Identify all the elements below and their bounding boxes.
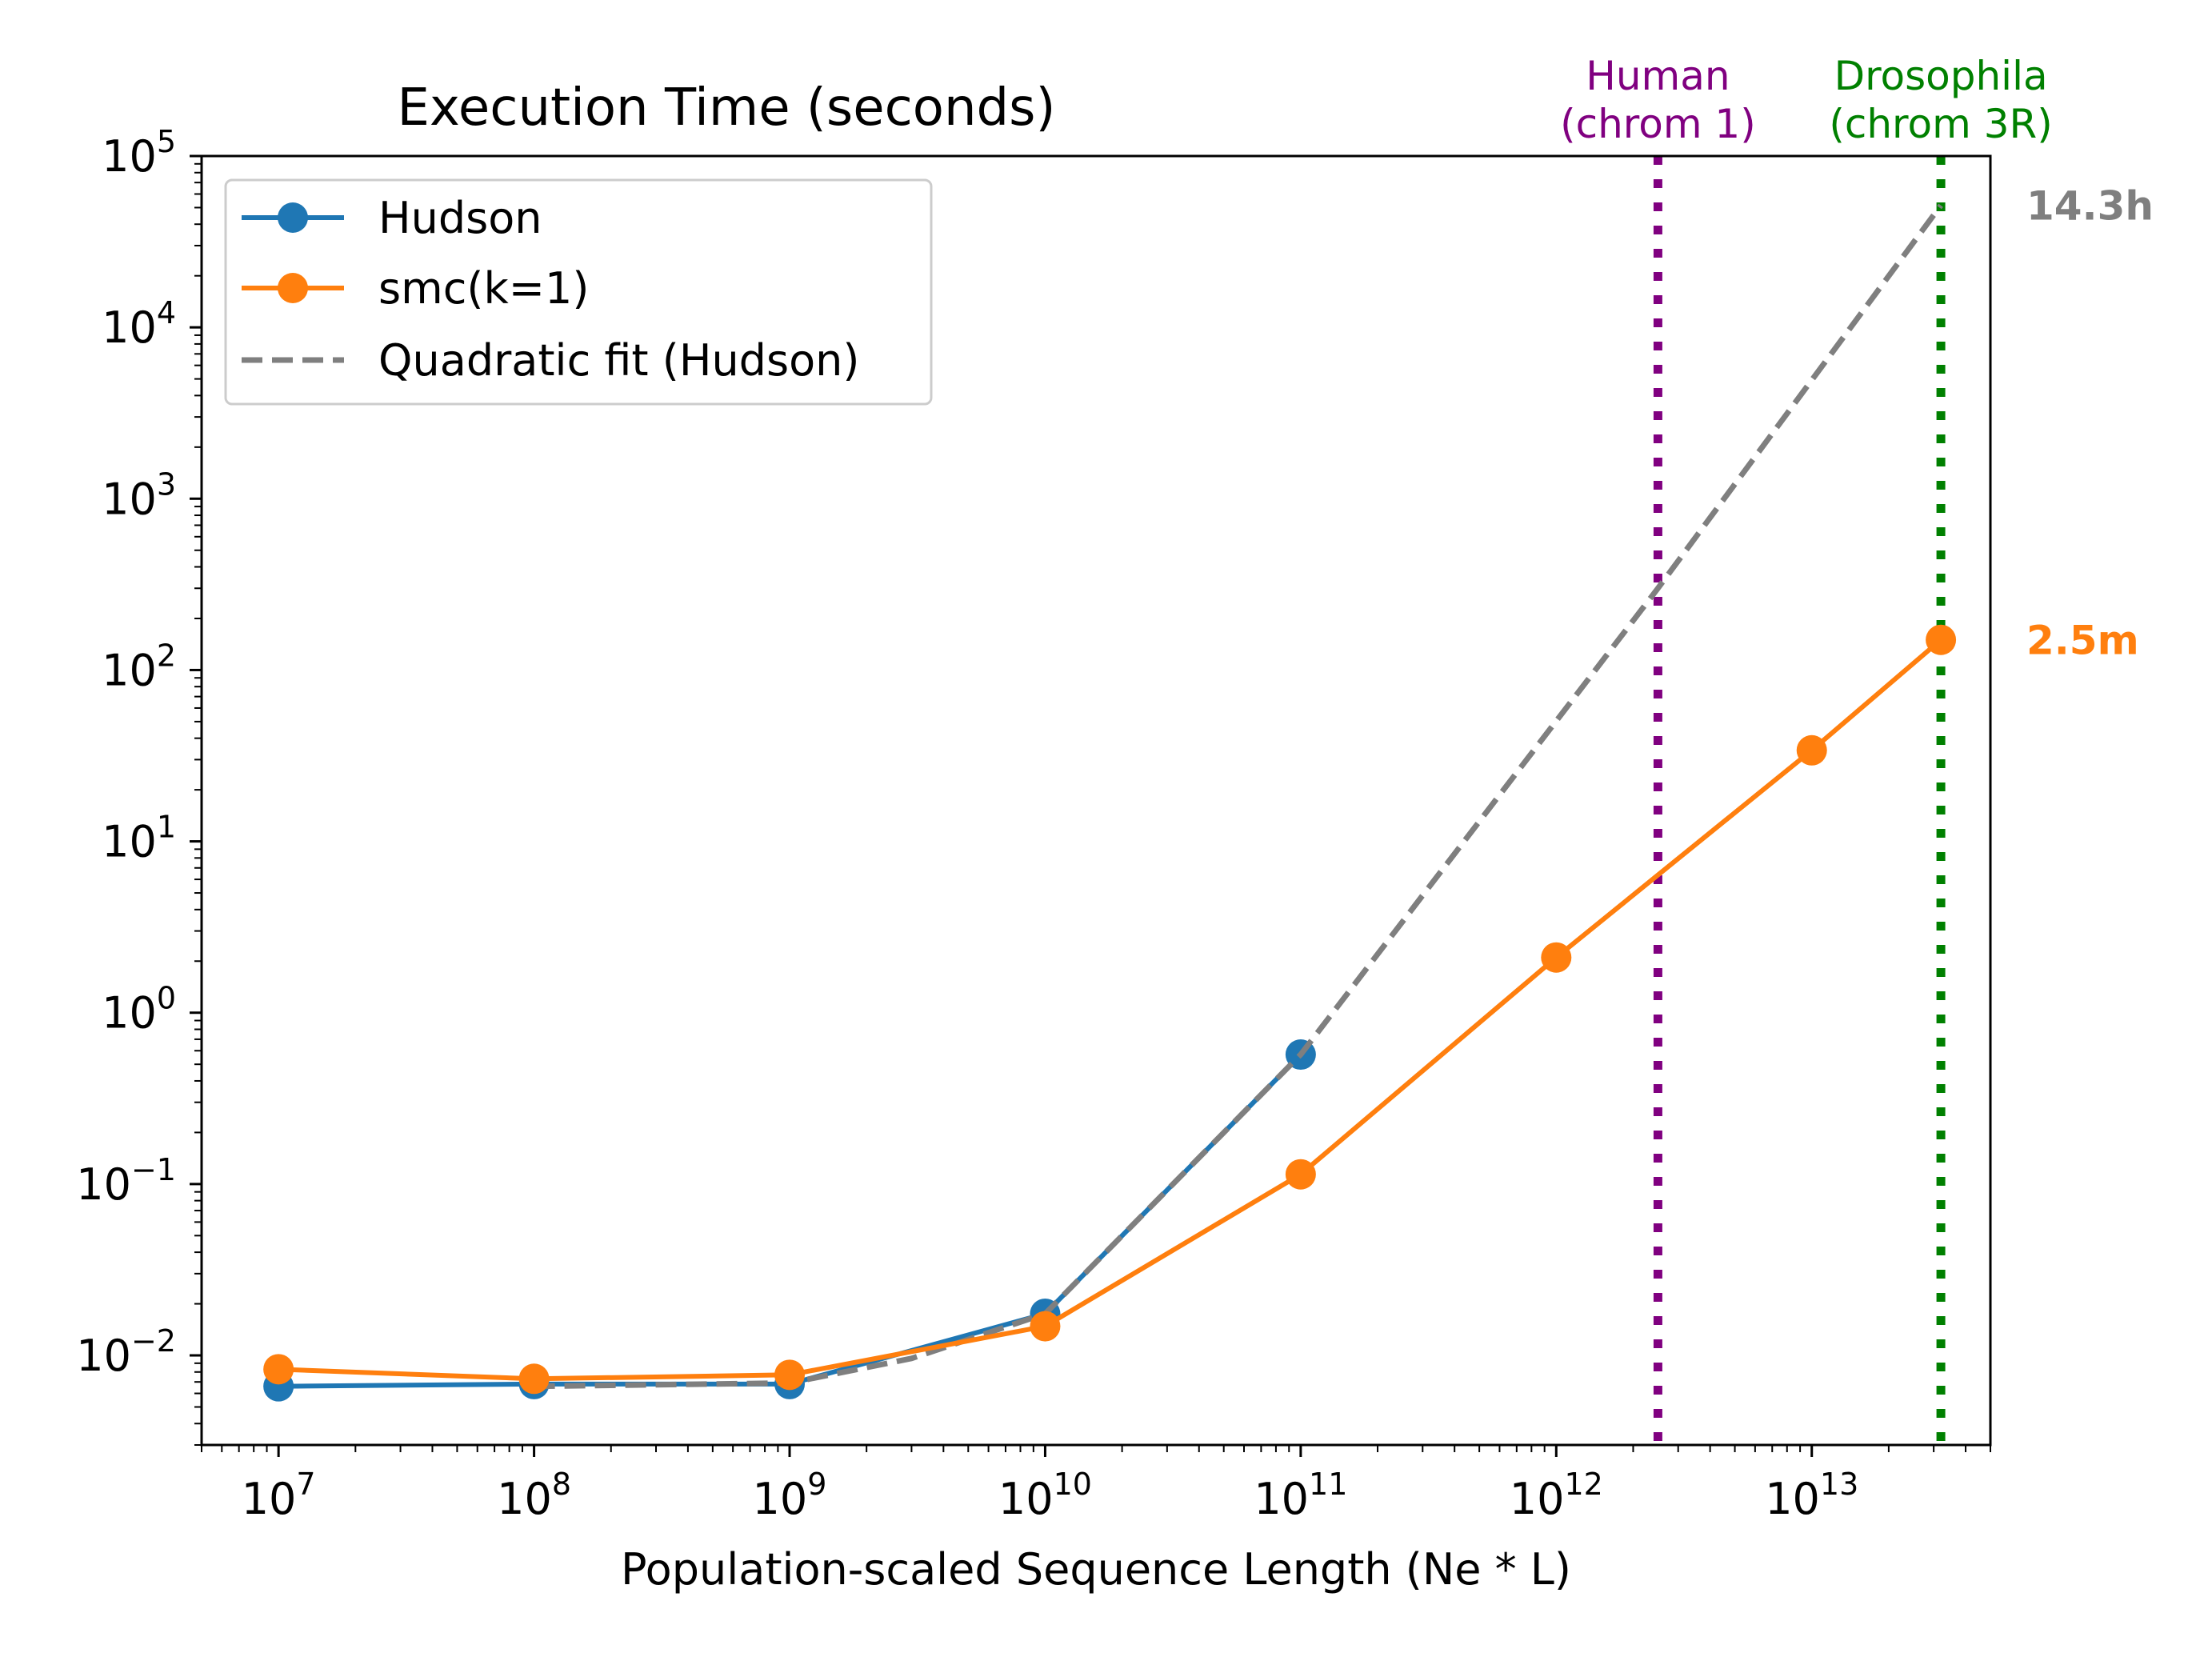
y-tick-label-3: 101 [102,810,176,867]
y-tick-label-7: 105 [102,124,176,182]
data-point-1-3 [1030,1311,1061,1342]
legend-label-2: Quadratic fit (Hudson) [378,335,859,386]
data-point-1-5 [1541,942,1572,973]
legend-label-0: Hudson [378,193,542,243]
reference-line-label-0: Human [1586,53,1730,99]
x-axis-label: Population-scaled Sequence Length (Ne * … [621,1544,1571,1595]
data-point-1-6 [1796,734,1827,766]
data-point-1-7 [1926,624,1957,655]
x-tick-label-4: 1011 [1254,1467,1347,1524]
annotation-1: 2.5m [2026,618,2139,664]
reference-line-sublabel-1: (chrom 3R) [1829,101,2052,147]
y-tick-label-1: 10−1 [76,1152,176,1210]
reference-line-labels: Human(chrom 1) Drosophila(chrom 3R) [1560,53,2053,147]
legend-label-1: smc(k=1) [378,263,589,314]
y-tick-label-0: 10−2 [76,1323,176,1381]
legend: Hudson smc(k=1) Quadratic fit (Hudson) [224,178,933,406]
y-tick-label-6: 104 [102,295,176,353]
data-point-1-0 [263,1354,294,1385]
data-point-1-2 [774,1359,806,1391]
reference-lines [1653,156,1946,1445]
series-1 [263,624,1957,1395]
x-tick-label-6: 1013 [1765,1467,1858,1524]
reference-line-sublabel-0: (chrom 1) [1560,101,1756,147]
data-point-1-1 [518,1363,550,1395]
x-tick-label-0: 107 [242,1467,316,1524]
chart-title: Execution Time (seconds) [398,78,1056,138]
x-tick-label-1: 108 [497,1467,571,1524]
x-tick-label-3: 1010 [998,1467,1092,1524]
y-tick-label-5: 103 [102,466,176,524]
y-tick-label-4: 102 [102,638,176,695]
legend-box [224,178,933,406]
series-line-1 [278,638,1943,1382]
legend-swatch-marker-0 [278,202,308,233]
x-tick-label-2: 109 [753,1467,827,1524]
series-group [263,203,1957,1402]
reference-line-label-1: Drosophila [1834,53,2048,99]
legend-swatch-marker-1 [278,273,308,303]
plot-area-frame [200,154,1992,1447]
y-tick-label-2: 100 [102,981,176,1039]
annotations: 14.3h 2.5m [2026,183,2154,664]
annotation-0: 14.3h [2026,183,2154,230]
y-axis: 10−2 10−1 100 101 102 103 104 105 [76,124,202,1446]
data-point-1-4 [1285,1159,1316,1190]
x-axis: 107 108 109 1010 1011 1012 1013 [201,1445,1991,1524]
x-tick-label-5: 1012 [1510,1467,1603,1524]
